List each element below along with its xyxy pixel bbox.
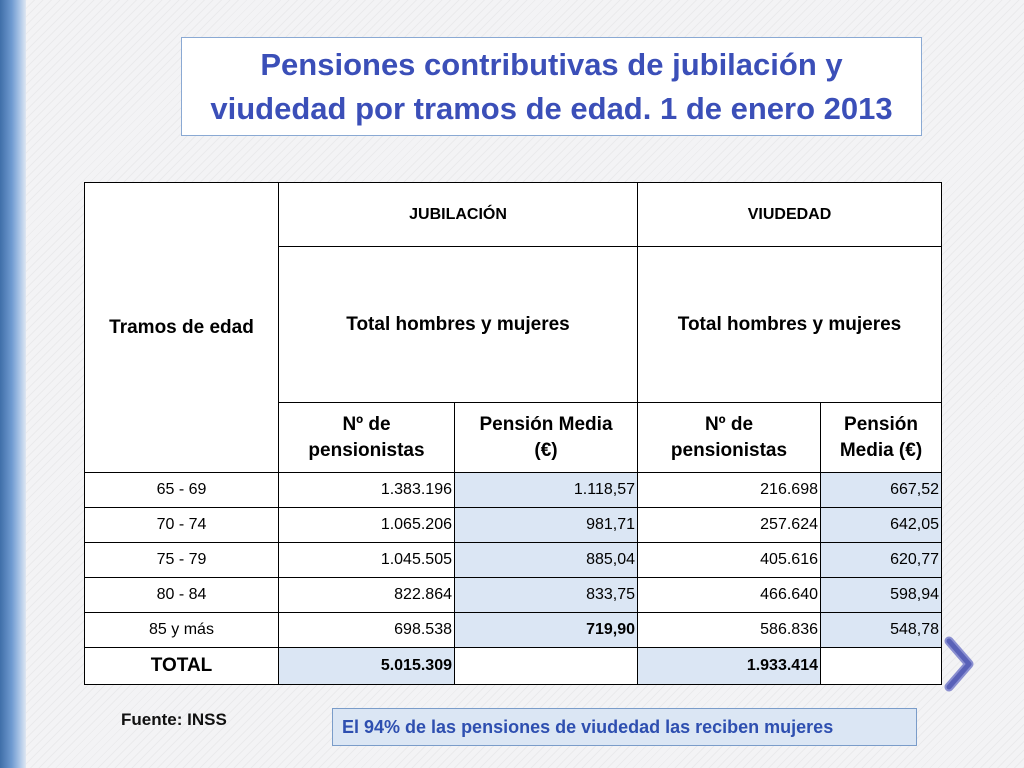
cell-total-viu-num: 1.933.414	[637, 647, 821, 685]
header-jub-media: Pensión Media (€)	[454, 402, 638, 473]
header-tramos: Tramos de edad	[84, 182, 279, 473]
table-row: 80 - 84 822.864 833,75 466.640 598,94	[84, 577, 942, 613]
header-jubilacion: JUBILACIÓN	[278, 182, 638, 247]
left-accent-bar	[0, 0, 26, 768]
cell-viu-media: 667,52	[820, 472, 942, 508]
pensions-table: Tramos de edad JUBILACIÓN VIUDEDAD Total…	[84, 182, 942, 685]
slide-title: Pensiones contributivas de jubilación y …	[210, 43, 892, 131]
header-viu-total: Total hombres y mujeres	[637, 246, 942, 403]
table-row: 75 - 79 1.045.505 885,04 405.616 620,77	[84, 542, 942, 578]
slide-title-box: Pensiones contributivas de jubilación y …	[181, 37, 922, 136]
cell-jub-num: 1.045.505	[278, 542, 455, 578]
cell-jub-media: 833,75	[454, 577, 638, 613]
header-viudedad: VIUDEDAD	[637, 182, 942, 247]
cell-viu-num: 466.640	[637, 577, 821, 613]
chevron-right-icon[interactable]	[940, 636, 978, 692]
cell-jub-num: 1.065.206	[278, 507, 455, 543]
cell-tramo: 80 - 84	[84, 577, 279, 613]
cell-viu-num: 405.616	[637, 542, 821, 578]
header-viu-media: Pensión Media (€)	[820, 402, 942, 473]
title-line-2: viudedad por tramos de edad. 1 de enero …	[210, 90, 893, 126]
cell-total-viu-media	[820, 647, 942, 685]
cell-total-jub-media	[454, 647, 638, 685]
cell-viu-num: 586.836	[637, 612, 821, 648]
cell-jub-media: 719,90	[454, 612, 638, 648]
cell-tramo: 85 y más	[84, 612, 279, 648]
cell-jub-media: 885,04	[454, 542, 638, 578]
cell-total-jub-num: 5.015.309	[278, 647, 455, 685]
note-text: El 94% de las pensiones de viudedad las …	[342, 716, 834, 737]
cell-total-label: TOTAL	[84, 647, 279, 685]
table-row: 70 - 74 1.065.206 981,71 257.624 642,05	[84, 507, 942, 543]
cell-viu-num: 257.624	[637, 507, 821, 543]
header-jub-total: Total hombres y mujeres	[278, 246, 638, 403]
cell-viu-media: 598,94	[820, 577, 942, 613]
cell-jub-media: 981,71	[454, 507, 638, 543]
cell-jub-num: 698.538	[278, 612, 455, 648]
cell-viu-media: 620,77	[820, 542, 942, 578]
cell-viu-media: 642,05	[820, 507, 942, 543]
cell-viu-media: 548,78	[820, 612, 942, 648]
note-box: El 94% de las pensiones de viudedad las …	[332, 708, 917, 746]
table-row: 65 - 69 1.383.196 1.118,57 216.698 667,5…	[84, 472, 942, 508]
title-line-1: Pensiones contributivas de jubilación y	[260, 46, 843, 82]
cell-jub-num: 1.383.196	[278, 472, 455, 508]
cell-jub-num: 822.864	[278, 577, 455, 613]
table-total-row: TOTAL 5.015.309 1.933.414	[84, 647, 942, 685]
cell-tramo: 75 - 79	[84, 542, 279, 578]
header-jub-num: Nº de pensionistas	[278, 402, 455, 473]
cell-viu-num: 216.698	[637, 472, 821, 508]
cell-jub-media: 1.118,57	[454, 472, 638, 508]
cell-tramo: 65 - 69	[84, 472, 279, 508]
table-row: 85 y más 698.538 719,90 586.836 548,78	[84, 612, 942, 648]
cell-tramo: 70 - 74	[84, 507, 279, 543]
header-viu-num: Nº de pensionistas	[637, 402, 821, 473]
source-label: Fuente: INSS	[121, 710, 227, 729]
